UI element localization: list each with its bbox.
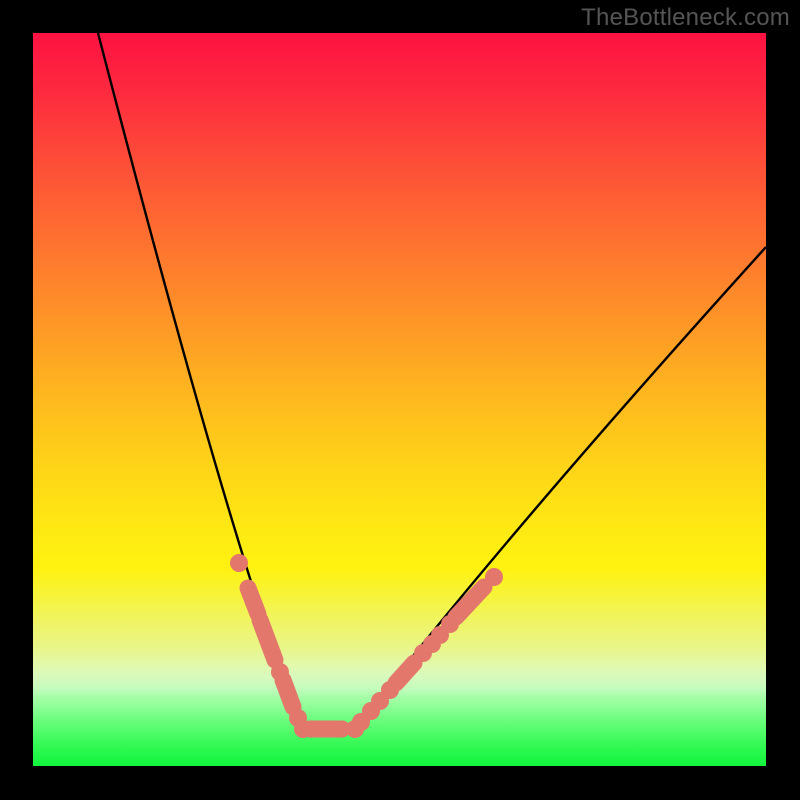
data-point [230, 554, 248, 572]
chart-container: TheBottleneck.com [0, 0, 800, 800]
plot-background [33, 33, 766, 766]
data-point [485, 568, 503, 586]
bottleneck-chart [0, 0, 800, 800]
data-segment [283, 680, 293, 707]
watermark-text: TheBottleneck.com [581, 4, 790, 32]
data-segment [248, 588, 258, 614]
